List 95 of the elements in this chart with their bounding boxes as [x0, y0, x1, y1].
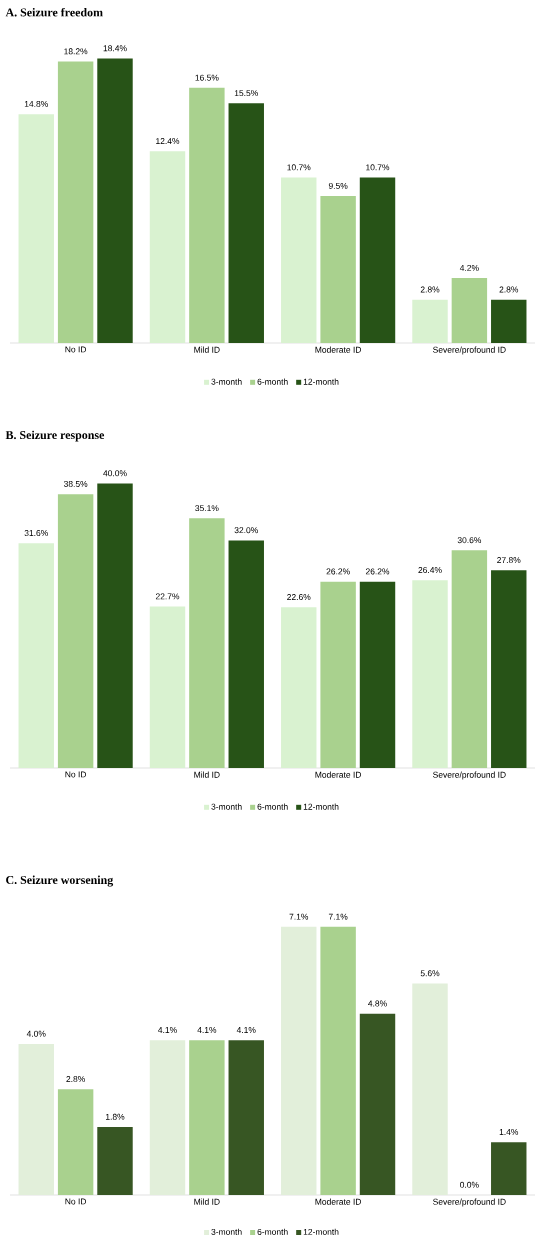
bar	[451, 550, 488, 769]
legend-label: 6-month	[257, 378, 288, 385]
data-label: 2.8%	[499, 286, 519, 293]
bar	[359, 177, 396, 343]
legend-label: 6-month	[257, 803, 288, 810]
data-label: 7.1%	[328, 913, 348, 920]
x-tick-label: Moderate ID	[315, 1198, 361, 1205]
legend-label: 6-month	[257, 1228, 288, 1235]
bar	[149, 151, 186, 343]
bar	[491, 1142, 527, 1196]
bar	[359, 581, 396, 769]
bar	[189, 1040, 225, 1196]
data-label: 4.2%	[459, 264, 479, 271]
data-label: 22.6%	[287, 594, 311, 601]
bar	[491, 570, 527, 769]
legend-label: 3-month	[211, 378, 242, 385]
data-label: 26.2%	[326, 568, 350, 575]
data-label: 4.1%	[236, 1027, 256, 1033]
bar	[320, 196, 356, 343]
bar	[18, 114, 54, 343]
bar	[18, 1043, 54, 1196]
data-label: 26.4%	[418, 567, 442, 574]
bar	[228, 103, 264, 343]
data-label: 31.6%	[24, 530, 48, 537]
data-label: 1.4%	[499, 1129, 519, 1135]
x-tick-label: Mild ID	[194, 346, 220, 353]
data-label: 16.5%	[195, 74, 219, 81]
bar	[97, 1127, 133, 1196]
bar	[189, 518, 225, 769]
data-label: 26.2%	[365, 568, 390, 575]
bar	[281, 607, 317, 769]
chart-title: C. Seizure worsening	[6, 875, 114, 887]
chart-title: A. Seizure freedom	[5, 7, 103, 17]
data-label: 7.1%	[289, 913, 309, 920]
bar	[149, 606, 186, 769]
bar	[281, 926, 317, 1196]
chart-title: B. Seizure response	[5, 430, 105, 442]
data-label: 4.8%	[368, 1000, 387, 1007]
x-tick-label: Severe/profound ID	[433, 771, 506, 780]
bar	[412, 299, 448, 343]
bar	[320, 581, 356, 769]
x-tick-label: Moderate ID	[315, 771, 361, 778]
x-tick-label: Severe/profound ID	[433, 346, 506, 355]
bar	[412, 983, 448, 1196]
legend-label: 3-month	[211, 1228, 242, 1235]
x-tick-label: Mild ID	[194, 1198, 220, 1205]
bar	[359, 1013, 396, 1196]
data-label: 0.0%	[460, 1181, 479, 1188]
data-label: 4.0%	[26, 1030, 46, 1037]
data-label: 15.5%	[234, 90, 258, 97]
bar	[412, 580, 448, 769]
x-tick-label: No ID	[65, 771, 87, 778]
data-label: 9.5%	[328, 182, 348, 189]
x-tick-label: Mild ID	[194, 771, 220, 778]
bar	[451, 278, 488, 343]
bar	[228, 540, 264, 769]
bar	[228, 1040, 264, 1196]
data-label: 2.8%	[66, 1076, 85, 1083]
data-label: 10.7%	[366, 164, 390, 171]
bar	[57, 494, 94, 769]
x-tick-label: Moderate ID	[315, 346, 361, 353]
data-label: 14.8%	[24, 100, 48, 107]
data-label: 18.2%	[64, 48, 88, 55]
bar	[57, 1089, 94, 1196]
data-label: 35.1%	[195, 505, 219, 512]
data-label: 22.7%	[155, 593, 180, 600]
legend-label: 3-month	[211, 803, 242, 810]
data-label: 10.7%	[287, 164, 311, 171]
legend-label: 12-month	[303, 1228, 339, 1235]
legend-label: 12-month	[303, 803, 339, 810]
bar	[149, 1040, 186, 1196]
bar	[320, 926, 356, 1196]
data-label: 18.4%	[103, 45, 127, 52]
bar	[97, 58, 133, 343]
data-label: 30.6%	[457, 537, 482, 544]
x-tick-label: No ID	[65, 1198, 87, 1205]
data-label: 40.0%	[103, 470, 127, 477]
data-label: 1.8%	[105, 1113, 125, 1120]
data-label: 4.1%	[158, 1027, 177, 1033]
data-label: 5.6%	[420, 970, 440, 977]
x-tick-label: Severe/profound ID	[433, 1198, 506, 1207]
data-label: 38.5%	[63, 480, 88, 487]
bar	[18, 543, 54, 769]
legend-label: 12-month	[303, 378, 339, 385]
x-tick-label: No ID	[65, 346, 87, 353]
bar	[491, 299, 527, 343]
bar	[57, 61, 94, 343]
data-label: 27.8%	[497, 557, 521, 564]
data-label: 4.1%	[197, 1027, 217, 1033]
data-label: 12.4%	[156, 138, 180, 145]
bar	[189, 87, 225, 343]
data-label: 2.8%	[420, 286, 440, 293]
data-label: 32.0%	[234, 527, 258, 534]
bar	[281, 177, 317, 343]
bar	[97, 483, 133, 769]
